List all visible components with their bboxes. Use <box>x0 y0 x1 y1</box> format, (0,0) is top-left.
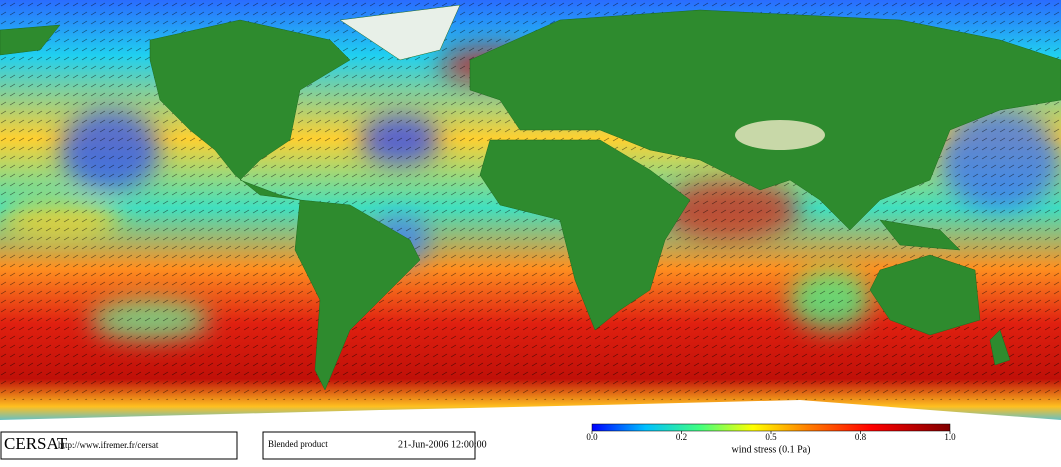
plateau <box>735 120 825 150</box>
product-name: Blended product <box>268 439 328 449</box>
colorbar <box>591 423 951 432</box>
logo: CERSAT <box>4 434 68 453</box>
colorbar-tick-label: 0.5 <box>765 432 777 442</box>
land <box>0 9 1061 391</box>
colorbar-tick-label: 0.2 <box>676 432 687 442</box>
logo-box <box>0 431 238 460</box>
colorbar-tick-label: 0.0 <box>586 432 598 442</box>
colorbar-label: wind stress (0.1 Pa) <box>732 444 811 455</box>
greenland <box>339 4 461 61</box>
colorbar-tick-label: 1.0 <box>944 432 956 442</box>
product-date: 21-Jun-2006 12:00:00 <box>398 439 487 450</box>
product-box <box>262 431 476 460</box>
url[interactable]: http://www.ifremer.fr/cersat <box>58 440 159 450</box>
colorbar-tick-label: 0.8 <box>855 432 867 442</box>
